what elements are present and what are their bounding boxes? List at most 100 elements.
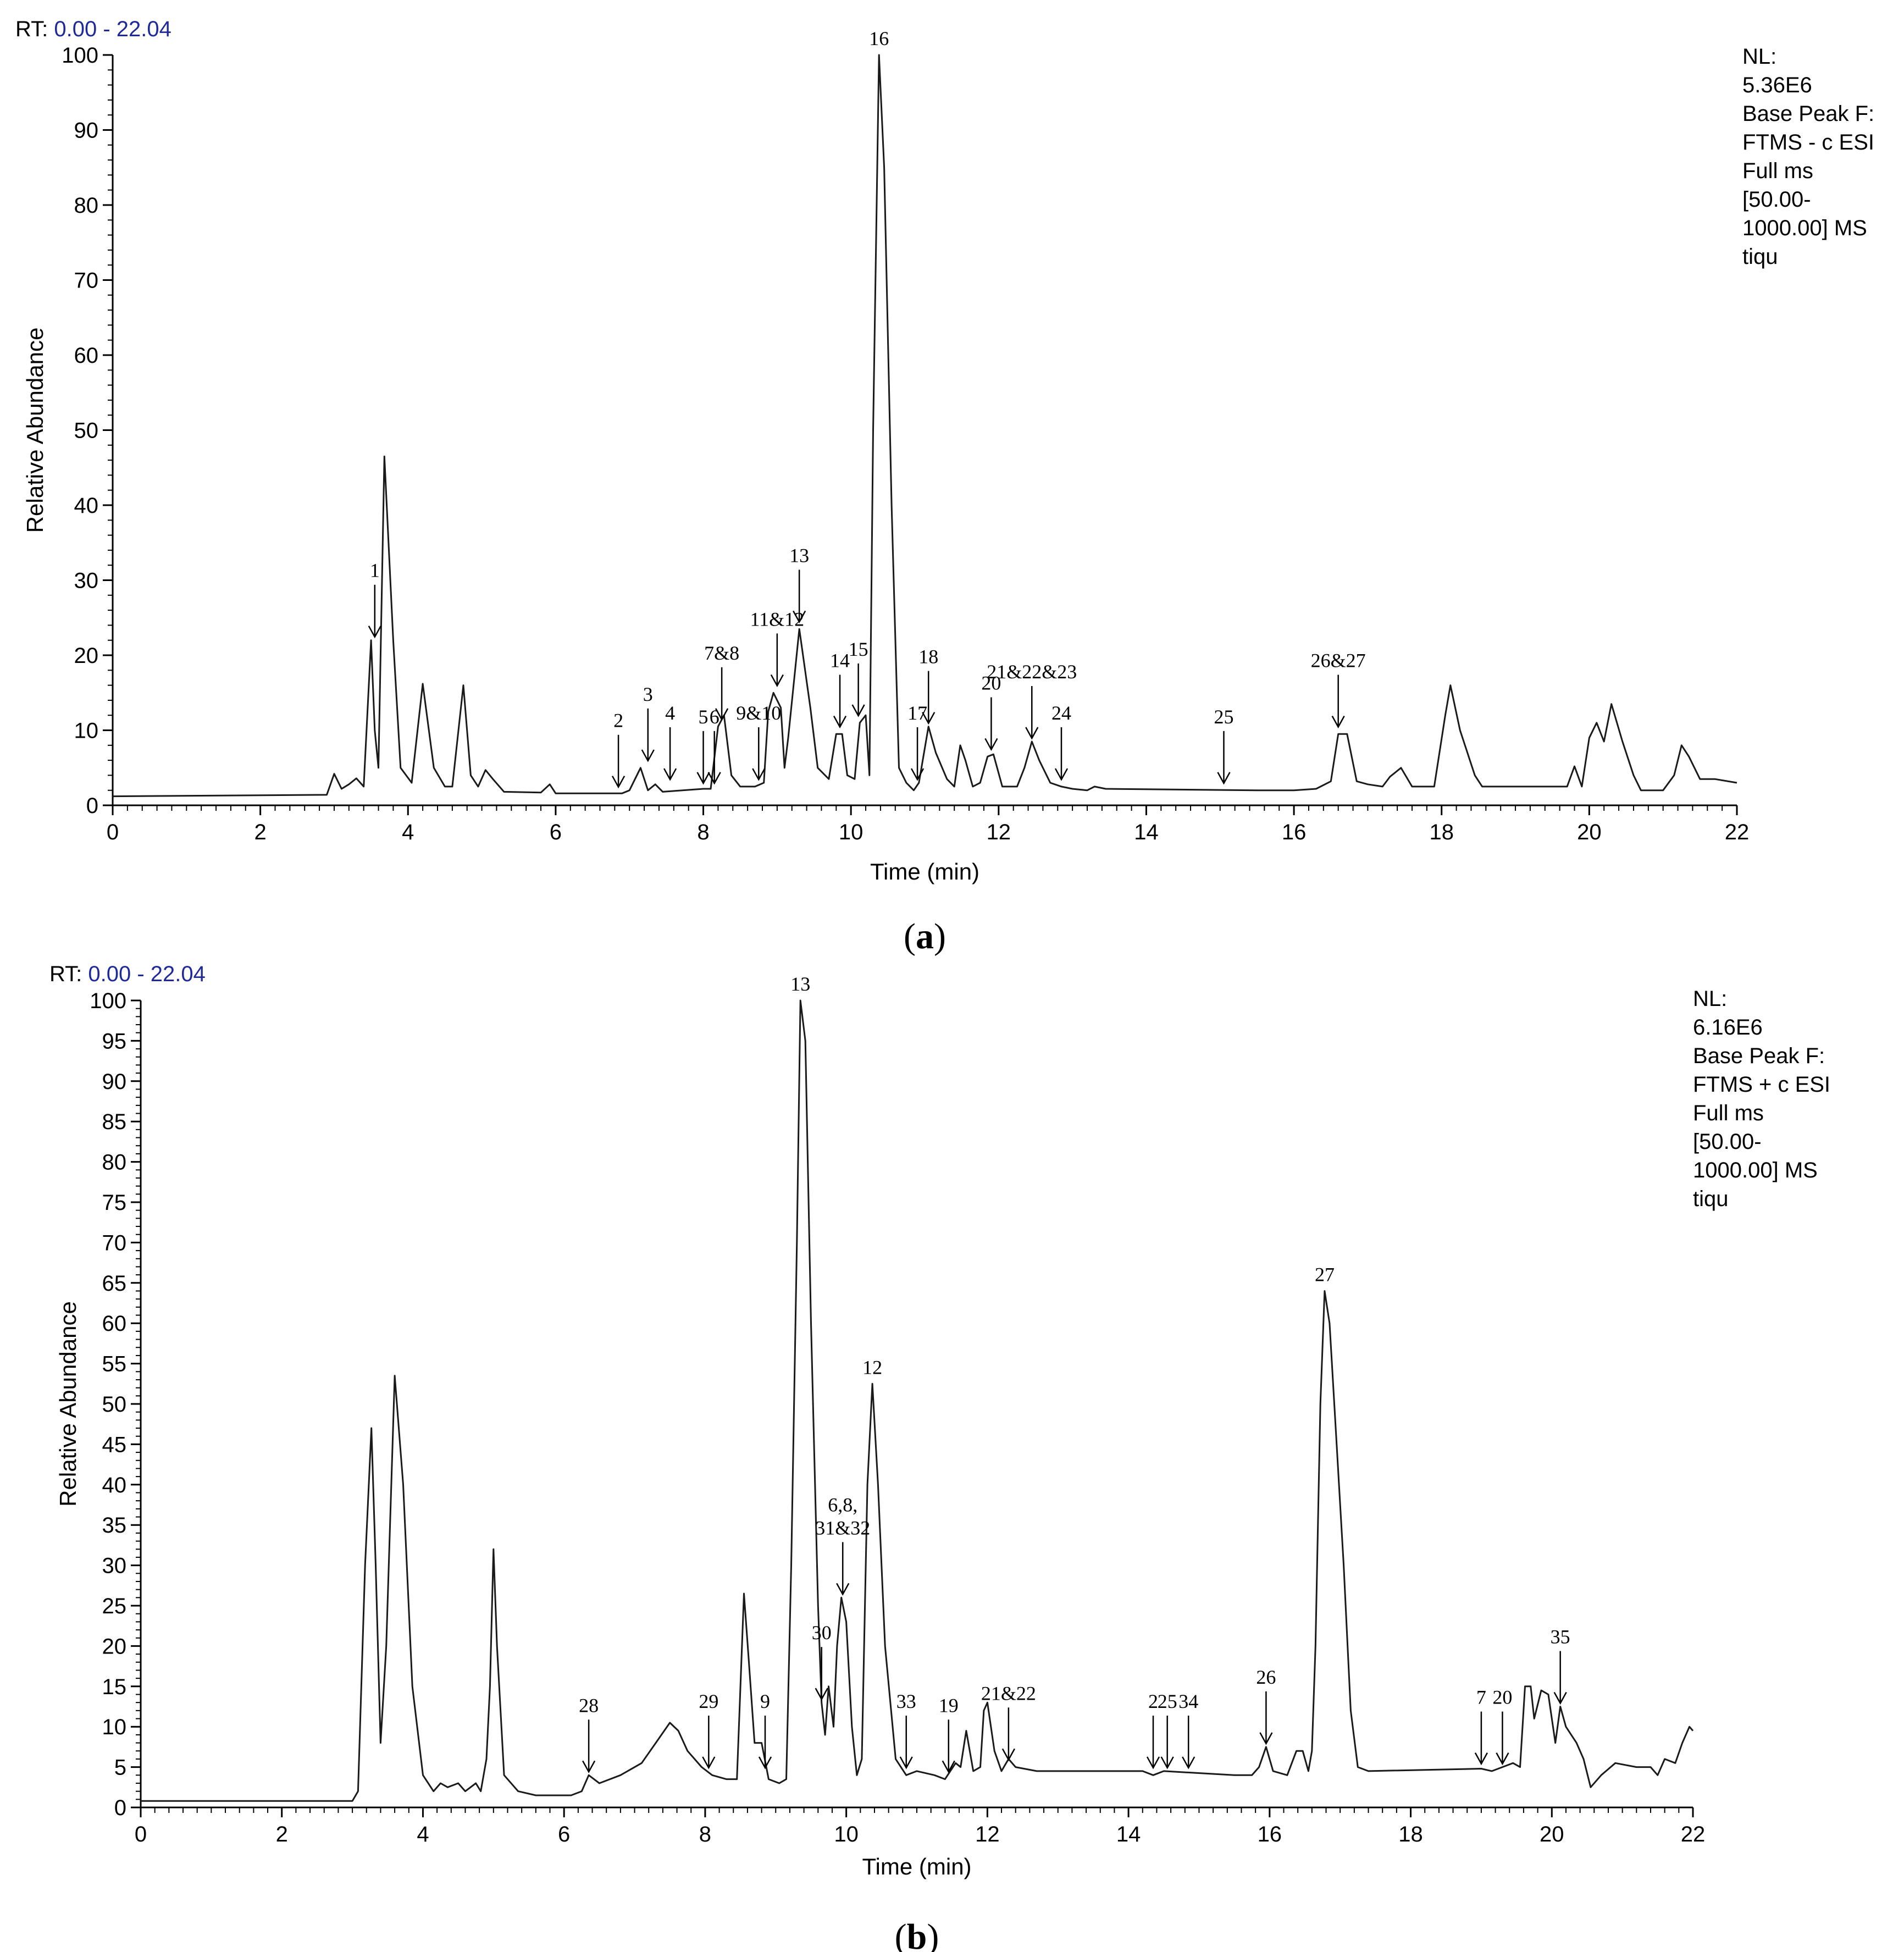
- x-tick-label: 10: [839, 820, 864, 844]
- x-tick-label: 12: [975, 1822, 1000, 1846]
- chromatogram-trace: [112, 54, 1737, 798]
- x-tick-label: 0: [107, 820, 119, 844]
- x-tick-label: 22: [1681, 1822, 1706, 1846]
- y-axis-title: Relative Abundance: [22, 328, 48, 533]
- peak-label: 2: [1148, 1690, 1158, 1712]
- x-tick-label: 8: [697, 820, 709, 844]
- info-line: tiqu: [1693, 1187, 1729, 1211]
- y-tick-label: 35: [102, 1513, 127, 1538]
- info-line: [50.00-: [1693, 1130, 1762, 1154]
- peak-arrow-head: [368, 626, 381, 639]
- y-tick-label: 70: [74, 269, 99, 293]
- y-tick-label: 20: [74, 644, 99, 668]
- y-tick-label: 40: [102, 1473, 127, 1497]
- peak-arrow-head: [582, 1760, 596, 1773]
- x-tick-label: 6: [558, 1822, 570, 1846]
- rt-range-label: RT: 0.00 - 22.04: [49, 962, 206, 986]
- peak-arrow-head: [833, 715, 847, 729]
- peak-label: 5: [699, 706, 709, 728]
- peak-label: 21&22&23: [987, 661, 1077, 683]
- peak-arrow-head: [641, 749, 655, 762]
- peak-label: 33: [896, 1690, 916, 1712]
- peak-label: 15: [849, 638, 868, 660]
- y-tick-label: 65: [102, 1271, 127, 1296]
- x-tick-label: 18: [1429, 820, 1454, 844]
- y-tick-label: 25: [102, 1594, 127, 1618]
- info-line: 1000.00] MS: [1693, 1158, 1818, 1182]
- y-tick-label: 85: [102, 1110, 127, 1134]
- y-tick-label: 70: [102, 1231, 127, 1255]
- y-tick-label: 75: [102, 1191, 127, 1215]
- peak-arrow-head: [922, 712, 936, 725]
- peak-arrow-head: [1259, 1732, 1273, 1745]
- peak-arrow-head: [836, 1583, 850, 1596]
- y-tick-label: 50: [74, 419, 99, 443]
- peak-label: 26&27: [1311, 650, 1366, 672]
- rt-prefix: RT:: [49, 962, 88, 986]
- peak-arrow-head: [770, 674, 784, 688]
- peak-arrow-head: [910, 768, 925, 781]
- peak-label: 31&32: [815, 1517, 870, 1539]
- y-tick-label: 20: [102, 1634, 127, 1658]
- peak-arrow-head: [1217, 772, 1231, 785]
- x-tick-label: 4: [402, 820, 414, 844]
- x-axis-title: Time (min): [862, 1854, 971, 1879]
- peak-arrow-head: [815, 1688, 828, 1701]
- peak-label: 6,8,: [828, 1494, 857, 1516]
- info-line: FTMS + c ESI: [1693, 1072, 1830, 1097]
- peak-label: 30: [812, 1622, 832, 1644]
- y-tick-label: 0: [86, 794, 98, 818]
- y-tick-label: 80: [74, 193, 99, 218]
- y-tick-label: 10: [102, 1715, 127, 1739]
- y-tick-label: 80: [102, 1151, 127, 1175]
- info-line: FTMS - c ESI: [1742, 130, 1874, 154]
- x-tick-label: 14: [1116, 1822, 1141, 1846]
- peak-label: 13: [789, 544, 809, 566]
- y-tick-label: 5: [114, 1756, 126, 1780]
- peak-label: 12: [862, 1356, 882, 1378]
- peak-arrow-head: [1160, 1756, 1174, 1769]
- peak-arrow-head: [984, 738, 998, 751]
- peak-arrow-head: [1182, 1756, 1195, 1769]
- peak-arrow-head: [702, 1756, 716, 1769]
- info-line: tiqu: [1742, 245, 1778, 269]
- peak-arrow-head: [611, 776, 626, 789]
- peak-label: 25: [1158, 1690, 1177, 1712]
- y-tick-label: 50: [102, 1392, 127, 1417]
- peak-label: 28: [579, 1694, 599, 1716]
- x-tick-label: 4: [417, 1822, 429, 1846]
- peak-label: 34: [1178, 1690, 1198, 1712]
- peak-label: 20: [1492, 1686, 1512, 1708]
- peak-arrow-head: [1146, 1756, 1160, 1769]
- peak-label: 2: [613, 710, 623, 732]
- y-tick-label: 60: [102, 1312, 127, 1336]
- x-tick-label: 8: [699, 1822, 711, 1846]
- y-tick-label: 100: [62, 43, 98, 68]
- info-line: Base Peak F:: [1742, 102, 1874, 126]
- x-tick-label: 22: [1725, 820, 1750, 844]
- x-tick-label: 10: [834, 1822, 859, 1846]
- y-tick-label: 0: [114, 1796, 126, 1820]
- peak-label: 19: [939, 1694, 959, 1716]
- y-tick-label: 90: [74, 119, 99, 143]
- peak-label: 1: [370, 560, 380, 582]
- x-tick-label: 2: [254, 820, 267, 844]
- y-tick-label: 95: [102, 1029, 127, 1053]
- info-line: 6.16E6: [1693, 1015, 1763, 1039]
- peak-arrow-head: [1025, 727, 1039, 740]
- rt-range-label: RT: 0.00 - 22.04: [15, 17, 171, 41]
- peak-arrow-head: [1054, 768, 1069, 781]
- x-tick-label: 20: [1577, 820, 1602, 844]
- peak-arrow-head: [1331, 715, 1345, 729]
- y-tick-label: 60: [74, 344, 99, 368]
- peak-label: 7&8: [704, 642, 739, 664]
- info-line: Full ms: [1693, 1101, 1764, 1125]
- info-line: Base Peak F:: [1693, 1044, 1825, 1068]
- y-tick-label: 100: [90, 989, 126, 1013]
- x-tick-label: 14: [1134, 820, 1159, 844]
- peak-arrow-head: [715, 708, 729, 721]
- peak-arrow-head: [696, 772, 710, 785]
- x-axis-title: Time (min): [870, 859, 979, 884]
- x-tick-label: 0: [135, 1822, 147, 1846]
- peak-label: 24: [1051, 702, 1071, 724]
